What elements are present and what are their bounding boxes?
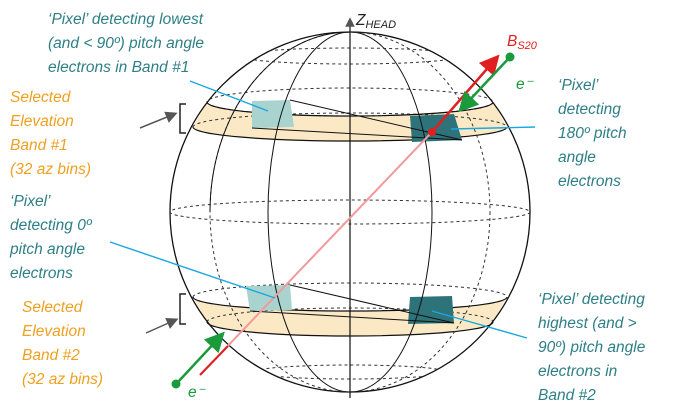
electron-label-bottom: e⁻ (188, 384, 207, 401)
z-axis-label: ZHEAD (355, 12, 396, 31)
electron-dot-top (505, 52, 515, 62)
b-field-arrow-bottom (199, 345, 229, 376)
label-pixel-0: ‘Pixel’ detecting 0º pitch angle electro… (9, 193, 96, 282)
electron-label-top: e⁻ (516, 76, 535, 93)
label-pixel-highest: ‘Pixel’ detecting highest (and > 90º) pi… (538, 291, 650, 404)
pixel-0-deg (246, 285, 292, 311)
pixel-lowest-band1 (252, 100, 294, 128)
electron-arrow-bottom (177, 331, 225, 383)
pointers (109, 80, 536, 339)
label-band2: Selected Elevation Band #2 (32 az bins) (22, 299, 103, 388)
bracket-band1 (179, 103, 186, 134)
pixel-highest-band2 (408, 296, 454, 324)
electron-arrow-top (458, 57, 510, 113)
b-field-label: BS20 (507, 33, 538, 52)
electron-dot-bottom (171, 379, 181, 389)
b-field-line (199, 131, 433, 376)
pointer-band1 (139, 111, 178, 129)
label-band1: Selected Elevation Band #1 (32 az bins) (10, 89, 91, 178)
label-pixel-lowest: ‘Pixel’ detecting lowest (and < 90º) pit… (48, 11, 208, 76)
bracket-band2 (179, 293, 186, 325)
pointer-band2 (145, 317, 179, 334)
label-pixel-180: ‘Pixel’ detecting 180º pitch angle elect… (558, 77, 631, 190)
